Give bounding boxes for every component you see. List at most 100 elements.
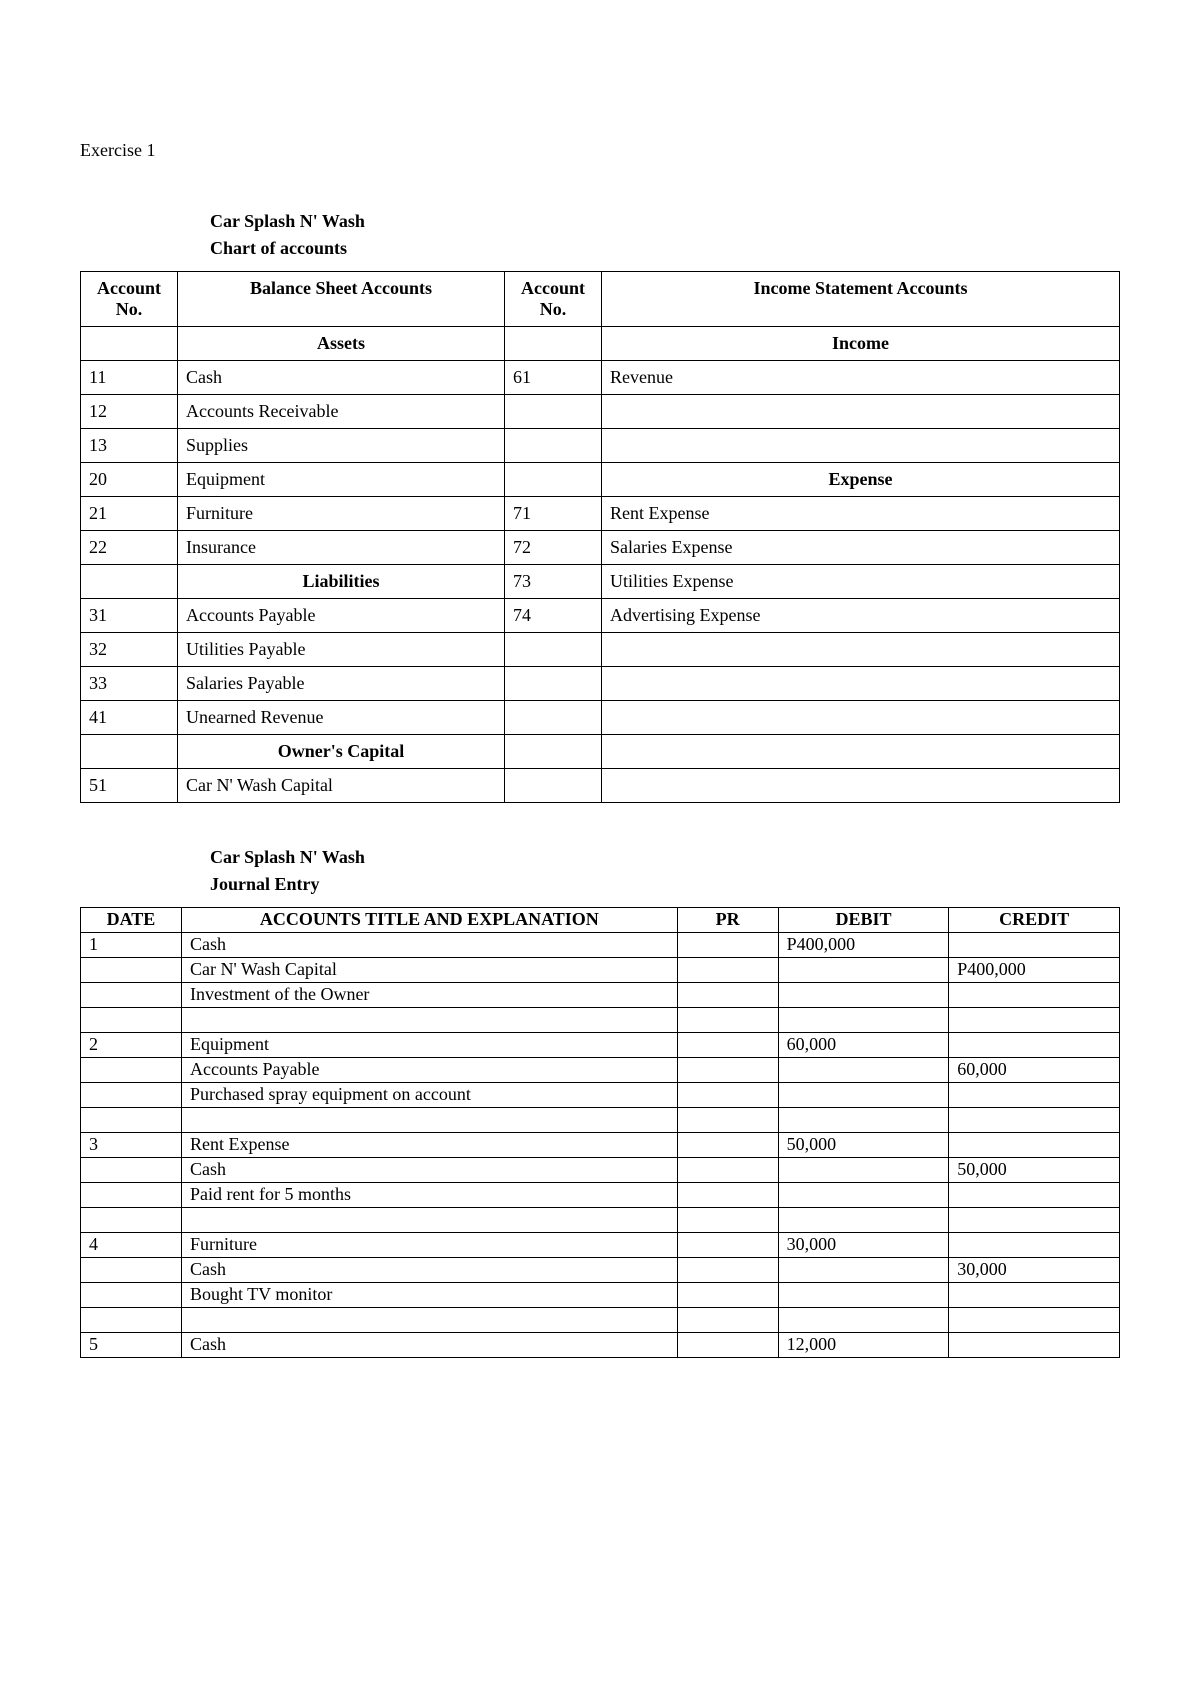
debit-cell — [778, 1258, 949, 1283]
date-cell: 5 — [81, 1333, 182, 1358]
table-header-row: Account No. Balance Sheet Accounts Accou… — [81, 272, 1120, 327]
credit-cell — [949, 1233, 1120, 1258]
pr-cell — [677, 1008, 778, 1033]
pr-cell — [677, 1133, 778, 1158]
table-row: Paid rent for 5 months — [81, 1183, 1120, 1208]
account-title-cell: Cash — [181, 933, 677, 958]
account-no-cell: 31 — [81, 599, 178, 633]
credit-cell — [949, 1283, 1120, 1308]
account-no-cell: 33 — [81, 667, 178, 701]
account-title-cell: Accounts Payable — [181, 1058, 677, 1083]
account-desc-cell — [602, 429, 1120, 463]
account-desc-cell: Accounts Payable — [178, 599, 505, 633]
date-cell — [81, 1283, 182, 1308]
credit-cell — [949, 1083, 1120, 1108]
account-title-cell: Paid rent for 5 months — [181, 1183, 677, 1208]
account-desc-cell — [602, 735, 1120, 769]
date-cell: 1 — [81, 933, 182, 958]
pr-cell — [677, 1308, 778, 1333]
account-title-cell — [181, 1108, 677, 1133]
table-row: AssetsIncome — [81, 327, 1120, 361]
date-cell — [81, 1058, 182, 1083]
account-desc-cell: Liabilities — [178, 565, 505, 599]
account-desc-cell: Utilities Expense — [602, 565, 1120, 599]
credit-cell — [949, 933, 1120, 958]
pr-cell — [677, 1033, 778, 1058]
credit-cell — [949, 1008, 1120, 1033]
account-desc-cell: Owner's Capital — [178, 735, 505, 769]
header-balance-sheet: Balance Sheet Accounts — [178, 272, 505, 327]
debit-cell — [778, 1283, 949, 1308]
account-no-cell: 32 — [81, 633, 178, 667]
table-row: 1Cash P400,000 — [81, 933, 1120, 958]
date-cell: 3 — [81, 1133, 182, 1158]
credit-cell — [949, 1183, 1120, 1208]
credit-cell: 60,000 — [949, 1058, 1120, 1083]
table-row: 51Car N' Wash Capital — [81, 769, 1120, 803]
account-no-cell — [505, 327, 602, 361]
account-desc-cell: Assets — [178, 327, 505, 361]
table-row: 2Equipment60,000 — [81, 1033, 1120, 1058]
table-row: 13Supplies — [81, 429, 1120, 463]
debit-cell: 12,000 — [778, 1333, 949, 1358]
account-no-cell: 41 — [81, 701, 178, 735]
pr-cell — [677, 983, 778, 1008]
date-cell — [81, 1183, 182, 1208]
debit-cell — [778, 1108, 949, 1133]
account-desc-cell: Expense — [602, 463, 1120, 497]
pr-cell — [677, 1208, 778, 1233]
pr-cell — [677, 958, 778, 983]
account-no-cell — [505, 701, 602, 735]
credit-cell — [949, 1308, 1120, 1333]
header-credit: CREDIT — [949, 908, 1120, 933]
table-row: 20EquipmentExpense — [81, 463, 1120, 497]
date-cell — [81, 983, 182, 1008]
pr-cell — [677, 1108, 778, 1133]
account-desc-cell — [602, 395, 1120, 429]
chart-title: Car Splash N' Wash — [210, 211, 1120, 232]
debit-cell: 50,000 — [778, 1133, 949, 1158]
table-row: 11Cash61Revenue — [81, 361, 1120, 395]
account-title-cell — [181, 1008, 677, 1033]
table-row — [81, 1308, 1120, 1333]
account-desc-cell: Revenue — [602, 361, 1120, 395]
credit-cell — [949, 1208, 1120, 1233]
date-cell — [81, 958, 182, 983]
account-no-cell — [505, 667, 602, 701]
debit-cell — [778, 1083, 949, 1108]
table-row: 31Accounts Payable74Advertising Expense — [81, 599, 1120, 633]
table-row: 21Furniture71Rent Expense — [81, 497, 1120, 531]
account-no-cell: 73 — [505, 565, 602, 599]
date-cell — [81, 1108, 182, 1133]
account-desc-cell: Unearned Revenue — [178, 701, 505, 735]
account-no-cell: 22 — [81, 531, 178, 565]
header-pr: PR — [677, 908, 778, 933]
table-row: Accounts Payable 60,000 — [81, 1058, 1120, 1083]
account-no-cell: 13 — [81, 429, 178, 463]
header-account-title: ACCOUNTS TITLE AND EXPLANATION — [181, 908, 677, 933]
debit-cell — [778, 1008, 949, 1033]
debit-cell — [778, 1058, 949, 1083]
account-desc-cell: Equipment — [178, 463, 505, 497]
account-title-cell: Furniture — [181, 1233, 677, 1258]
table-row: 4Furniture30,000 — [81, 1233, 1120, 1258]
table-row: 22Insurance72Salaries Expense — [81, 531, 1120, 565]
debit-cell: P400,000 — [778, 933, 949, 958]
account-title-cell: Bought TV monitor — [181, 1283, 677, 1308]
account-no-cell: 71 — [505, 497, 602, 531]
table-row: Car N' Wash CapitalP400,000 — [81, 958, 1120, 983]
account-no-cell — [505, 463, 602, 497]
account-desc-cell — [602, 633, 1120, 667]
account-no-cell — [505, 769, 602, 803]
table-header-row: DATE ACCOUNTS TITLE AND EXPLANATION PR D… — [81, 908, 1120, 933]
account-desc-cell: Supplies — [178, 429, 505, 463]
date-cell — [81, 1083, 182, 1108]
table-row: Cash50,000 — [81, 1158, 1120, 1183]
debit-cell: 30,000 — [778, 1233, 949, 1258]
account-title-cell: Equipment — [181, 1033, 677, 1058]
account-no-cell: 12 — [81, 395, 178, 429]
chart-of-accounts-table: Account No. Balance Sheet Accounts Accou… — [80, 271, 1120, 803]
header-date: DATE — [81, 908, 182, 933]
account-no-cell — [505, 633, 602, 667]
credit-cell — [949, 1033, 1120, 1058]
